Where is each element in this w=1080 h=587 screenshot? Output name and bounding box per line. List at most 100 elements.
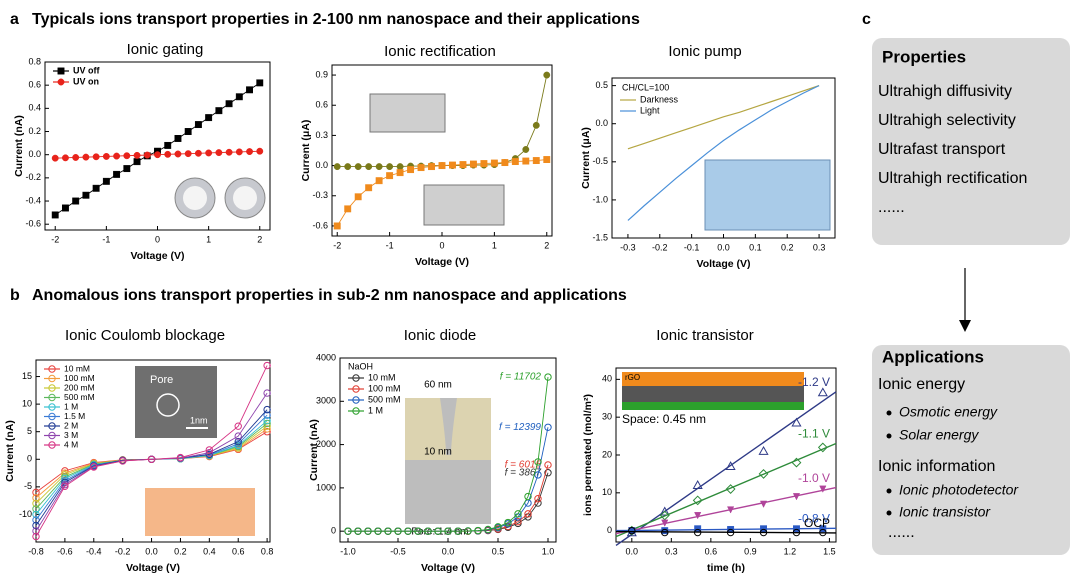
x-tick-label: 0 [439, 240, 444, 250]
x-tick-label: -0.6 [57, 546, 73, 556]
fit-line [615, 442, 837, 538]
data-point [464, 527, 472, 535]
inset-image [369, 93, 446, 133]
data-point [543, 156, 551, 164]
y-tick-label: 0 [331, 526, 336, 536]
data-point [215, 107, 223, 115]
x-tick-label: 0.2 [781, 242, 794, 252]
data-point [352, 374, 360, 382]
y-tick-label: 10 [22, 398, 32, 408]
data-point [263, 427, 271, 436]
y-tick-label: 1000 [316, 482, 336, 492]
data-point [205, 446, 214, 454]
x-tick-label: 1 [206, 234, 211, 244]
data-point [62, 154, 69, 162]
data-point [154, 151, 161, 159]
data-point [184, 150, 192, 158]
x-tick-label: 1.2 [784, 546, 797, 556]
x-tick-label: 0.1 [749, 242, 762, 252]
legend-label: 10 mM [368, 372, 396, 382]
chart-title: Ionic rectification [384, 43, 496, 60]
x-tick-label: 0.8 [261, 546, 274, 556]
inset-label: 1nm [190, 415, 208, 425]
data-point [792, 528, 801, 537]
box-item: ...... [878, 199, 905, 216]
data-point [72, 197, 80, 205]
data-point [758, 469, 769, 479]
inset-image [135, 366, 217, 438]
data-point [484, 525, 492, 534]
data-point [459, 161, 467, 169]
y-tick-label: 0.6 [315, 100, 328, 110]
y-axis-label: ions permeated (mol/m²) [582, 394, 594, 516]
y-tick-label: -0.6 [312, 220, 328, 230]
data-point [511, 158, 519, 166]
y-tick-label: 0.3 [315, 130, 328, 140]
data-point [501, 159, 509, 167]
legend-label: 500 mM [368, 394, 401, 404]
y-axis-label: Current (μA) [580, 127, 592, 189]
data-point [532, 121, 540, 129]
chart-title: Ionic pump [668, 43, 741, 60]
panel-letter: b [10, 287, 20, 304]
x-tick-label: 0.2 [174, 546, 187, 556]
data-point [407, 166, 415, 174]
x-axis-label: Voltage (V) [421, 562, 475, 574]
y-tick-label: 0.5 [595, 80, 608, 90]
legend-label: 1.5 M [64, 411, 85, 421]
data-point [352, 385, 360, 393]
x-tick-label: -0.2 [115, 546, 131, 556]
box-title: Applications [882, 347, 984, 366]
data-point [263, 389, 271, 397]
data-point [793, 525, 800, 533]
y-tick-label: -1.0 [592, 194, 608, 204]
data-point [57, 78, 65, 86]
data-point [692, 480, 703, 489]
data-point [48, 393, 56, 402]
data-point [819, 525, 827, 533]
data-point [514, 510, 522, 518]
series-line [627, 85, 820, 221]
data-point [543, 71, 551, 79]
plot-frame [35, 359, 271, 543]
data-point [726, 528, 735, 537]
data-point [692, 495, 703, 506]
bullet [886, 510, 892, 516]
data-point [174, 135, 182, 142]
box-item: Ultrahigh rectification [878, 170, 1027, 187]
series-line [35, 365, 268, 537]
fit-line [615, 486, 837, 535]
data-point [365, 163, 373, 171]
data-point [404, 527, 412, 535]
data-point [164, 150, 172, 158]
legend-label: UV on [73, 76, 99, 86]
data-point [534, 495, 542, 503]
data-point [490, 159, 498, 167]
x-tick-label: -2 [51, 234, 59, 244]
legend-title: NaOH [348, 361, 373, 371]
x-tick-label: 0.0 [717, 242, 730, 252]
x-tick-label: -0.5 [390, 546, 406, 556]
data-point [514, 517, 522, 526]
data-point [113, 152, 121, 160]
data-point [246, 86, 253, 94]
series-label: -1.0 V [798, 471, 830, 485]
data-point [365, 184, 373, 192]
inset-image [704, 159, 831, 231]
data-point [123, 165, 131, 173]
data-point [661, 527, 669, 535]
panel-letter: a [10, 11, 19, 28]
y-tick-label: 30 [602, 412, 612, 422]
series-label: -1.1 V [798, 427, 830, 441]
fit-line [615, 391, 837, 547]
data-point [205, 114, 213, 122]
data-point [375, 177, 383, 185]
y-tick-label: 5 [27, 426, 32, 436]
data-point [263, 411, 271, 419]
data-point [235, 93, 243, 101]
y-tick-label: -0.4 [25, 195, 41, 205]
data-point [819, 485, 827, 493]
data-point [386, 172, 394, 180]
data-point [469, 160, 477, 168]
